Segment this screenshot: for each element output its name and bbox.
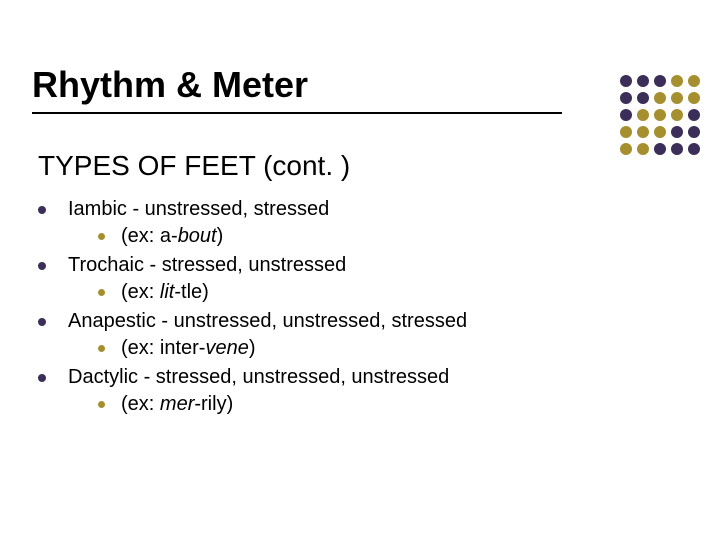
- slide-title: Rhythm & Meter: [32, 64, 308, 106]
- slide-subtitle: TYPES OF FEET (cont. ): [38, 150, 350, 182]
- decorative-dot: [688, 92, 700, 104]
- decorative-dot: [637, 92, 649, 104]
- decorative-dot: [671, 92, 683, 104]
- list-item-label: Trochaic - stressed, unstressed: [68, 252, 346, 279]
- list-subitem: (ex: lit-tle): [98, 279, 346, 306]
- decorative-dot: [654, 126, 666, 138]
- title-underline: [32, 112, 562, 114]
- bullet-icon: [38, 206, 46, 214]
- list-item: Dactylic - stressed, unstressed, unstres…: [38, 364, 467, 418]
- decorative-dot: [654, 92, 666, 104]
- list-item: Anapestic - unstressed, unstressed, stre…: [38, 308, 467, 362]
- decorative-dot: [637, 75, 649, 87]
- list-subitem-label: (ex: mer-rily): [121, 391, 233, 418]
- list-subitem: (ex: a-bout): [98, 223, 329, 250]
- list-item-body: Anapestic - unstressed, unstressed, stre…: [68, 308, 467, 362]
- decorative-dot: [620, 92, 632, 104]
- decorative-dot: [637, 126, 649, 138]
- decorative-dot: [671, 143, 683, 155]
- decorative-dot: [688, 109, 700, 121]
- list-item-label: Dactylic - stressed, unstressed, unstres…: [68, 364, 449, 391]
- decorative-dot-grid: [620, 75, 702, 157]
- decorative-dot: [654, 143, 666, 155]
- list-item: Iambic - unstressed, stressed(ex: a-bout…: [38, 196, 467, 250]
- bullet-icon: [38, 318, 46, 326]
- list-subitem-label: (ex: inter-vene): [121, 335, 256, 362]
- decorative-dot: [654, 109, 666, 121]
- decorative-dot: [688, 143, 700, 155]
- bullet-list: Iambic - unstressed, stressed(ex: a-bout…: [38, 196, 467, 420]
- decorative-dot: [671, 109, 683, 121]
- list-subitem: (ex: mer-rily): [98, 391, 449, 418]
- decorative-dot: [620, 143, 632, 155]
- list-item-body: Iambic - unstressed, stressed(ex: a-bout…: [68, 196, 329, 250]
- decorative-dot: [637, 109, 649, 121]
- list-item-label: Iambic - unstressed, stressed: [68, 196, 329, 223]
- decorative-dot: [620, 109, 632, 121]
- decorative-dot: [620, 126, 632, 138]
- decorative-dot: [688, 126, 700, 138]
- list-subitem-label: (ex: a-bout): [121, 223, 223, 250]
- bullet-icon: [98, 345, 105, 352]
- bullet-icon: [98, 289, 105, 296]
- decorative-dot: [620, 75, 632, 87]
- decorative-dot: [654, 75, 666, 87]
- decorative-dot: [671, 126, 683, 138]
- list-item-body: Trochaic - stressed, unstressed(ex: lit-…: [68, 252, 346, 306]
- bullet-icon: [38, 262, 46, 270]
- list-item-label: Anapestic - unstressed, unstressed, stre…: [68, 308, 467, 335]
- decorative-dot: [637, 143, 649, 155]
- list-subitem-label: (ex: lit-tle): [121, 279, 209, 306]
- bullet-icon: [98, 401, 105, 408]
- bullet-icon: [38, 374, 46, 382]
- list-item-body: Dactylic - stressed, unstressed, unstres…: [68, 364, 449, 418]
- bullet-icon: [98, 233, 105, 240]
- list-item: Trochaic - stressed, unstressed(ex: lit-…: [38, 252, 467, 306]
- decorative-dot: [671, 75, 683, 87]
- decorative-dot: [688, 75, 700, 87]
- list-subitem: (ex: inter-vene): [98, 335, 467, 362]
